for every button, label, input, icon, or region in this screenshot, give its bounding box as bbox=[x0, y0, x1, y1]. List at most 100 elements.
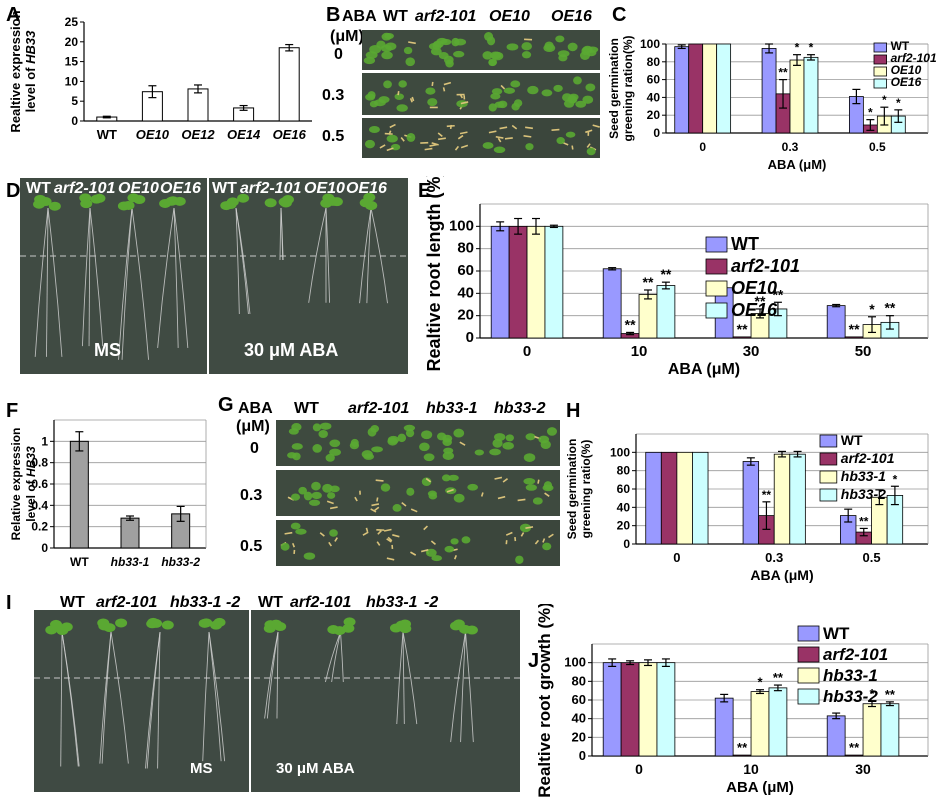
plate-d bbox=[20, 178, 408, 374]
leaf bbox=[226, 197, 239, 207]
seedling-cotyledon bbox=[585, 49, 597, 57]
seedling-cotyledon bbox=[363, 56, 376, 65]
root bbox=[34, 207, 49, 357]
legend-swatch bbox=[705, 280, 728, 297]
plate-g-row-0 bbox=[276, 420, 560, 466]
bar-hb33-2 bbox=[880, 703, 900, 757]
panel-letter-d: D bbox=[6, 180, 21, 202]
seedling-ungreened bbox=[284, 531, 293, 535]
panel-d-right-cond: 30 μM ABA bbox=[244, 340, 339, 360]
panel-g-genotype-hb1: hb33-1 bbox=[426, 400, 478, 417]
seedling-ungreened bbox=[500, 84, 506, 90]
seedling-ungreened bbox=[571, 145, 574, 150]
bar-hb33-1 bbox=[750, 691, 770, 757]
x-tick-label: 0.3 bbox=[765, 550, 783, 565]
y-tick-label: 0 bbox=[579, 748, 586, 763]
panel-d-right-oe16: OE16 bbox=[346, 180, 387, 197]
bar bbox=[187, 88, 209, 122]
plate-b-row-03 bbox=[362, 73, 600, 115]
seedling-ungreened bbox=[542, 538, 546, 543]
seedling-ungreened bbox=[585, 129, 593, 134]
seedling-cotyledon bbox=[295, 528, 307, 535]
seedling-cotyledon bbox=[303, 491, 313, 501]
seedling-ungreened bbox=[586, 143, 591, 148]
legend: WT arf2-101 hb33-1 hb33-2 bbox=[797, 624, 888, 706]
seedling-cotyledon bbox=[423, 453, 435, 462]
seedling-cotyledon bbox=[451, 37, 460, 47]
seedling-cotyledon bbox=[586, 147, 596, 156]
seedling-ungreened bbox=[326, 500, 334, 505]
seedling-cotyledon bbox=[364, 139, 376, 149]
seedling-cotyledon bbox=[394, 93, 404, 100]
legend-label: hb33-2 bbox=[823, 687, 878, 706]
seedling-ungreened bbox=[454, 145, 460, 151]
root bbox=[465, 631, 474, 743]
seedling-cotyledon bbox=[403, 46, 413, 55]
leaf bbox=[264, 198, 277, 208]
y-tick-label: 0.8 bbox=[31, 456, 48, 470]
leaf bbox=[279, 198, 292, 208]
leaf bbox=[363, 192, 376, 202]
seedling-ungreened bbox=[548, 533, 554, 539]
seedling-cotyledon bbox=[558, 54, 568, 62]
bar-oe10 bbox=[789, 59, 805, 134]
seedling-cotyledon bbox=[442, 451, 454, 460]
significance-mark: ** bbox=[643, 274, 654, 290]
significance-mark: ** bbox=[859, 514, 869, 528]
bar-wt bbox=[645, 451, 662, 545]
x-tick-label: OE14 bbox=[227, 127, 261, 142]
bar-arf2-101 bbox=[844, 754, 864, 757]
seedling-ungreened bbox=[442, 87, 446, 92]
seedling-ungreened bbox=[410, 551, 417, 556]
seedling-ungreened bbox=[401, 501, 407, 507]
y-tick-label: 15 bbox=[65, 55, 79, 69]
seedling-cotyledon bbox=[329, 529, 338, 537]
bar-oe16 bbox=[656, 285, 676, 339]
panel-i-left-hb2: -2 bbox=[226, 594, 241, 611]
root bbox=[173, 207, 189, 348]
root bbox=[266, 631, 279, 719]
seedling-cotyledon bbox=[371, 446, 383, 453]
seedling-cotyledon bbox=[467, 483, 479, 491]
bar-hb33-2 bbox=[768, 687, 788, 757]
panel-letter-c: C bbox=[612, 4, 627, 26]
root bbox=[450, 631, 466, 743]
x-axis-label: ABA (μM) bbox=[668, 361, 740, 378]
panel-i-left-arf: arf2-101 bbox=[96, 594, 158, 611]
leaf bbox=[150, 618, 163, 628]
legend-swatch bbox=[797, 667, 820, 684]
y-axis-label: Relative expression bbox=[9, 428, 23, 541]
bar-wt bbox=[742, 461, 760, 545]
seedling-ungreened bbox=[292, 542, 296, 548]
legend-swatch bbox=[819, 488, 838, 502]
seedling-ungreened bbox=[377, 530, 382, 535]
y-tick-label: 40 bbox=[647, 90, 661, 104]
y-tick-label: 60 bbox=[457, 262, 474, 279]
seedling-ungreened bbox=[319, 532, 325, 537]
x-axis-label: ABA (μM) bbox=[750, 567, 813, 583]
bar-arf2-101 bbox=[620, 662, 640, 757]
seedling-cotyledon bbox=[291, 443, 303, 450]
seedling-cotyledon bbox=[445, 59, 454, 68]
bar-hb33-1 bbox=[676, 451, 693, 545]
seedling-cotyledon bbox=[427, 98, 438, 107]
seedling-ungreened bbox=[375, 479, 384, 482]
root bbox=[101, 631, 112, 764]
root bbox=[121, 207, 133, 360]
panel-d-left-cond: MS bbox=[94, 340, 121, 360]
root bbox=[279, 207, 282, 261]
y-tick-label: 100 bbox=[564, 655, 586, 670]
seedling-cotyledon bbox=[511, 102, 520, 111]
seedling-cotyledon bbox=[303, 552, 316, 560]
root bbox=[366, 207, 372, 304]
legend-label: WT bbox=[891, 39, 910, 53]
seedling-ungreened bbox=[376, 497, 379, 502]
panel-i-right-hb1: hb33-1 bbox=[366, 594, 418, 611]
seedling-ungreened bbox=[371, 503, 380, 507]
seedling-cotyledon bbox=[503, 87, 516, 94]
legend-swatch bbox=[873, 54, 888, 65]
panel-letter-b: B bbox=[326, 4, 341, 26]
seedling-ungreened bbox=[362, 531, 369, 536]
leaf bbox=[327, 624, 340, 634]
